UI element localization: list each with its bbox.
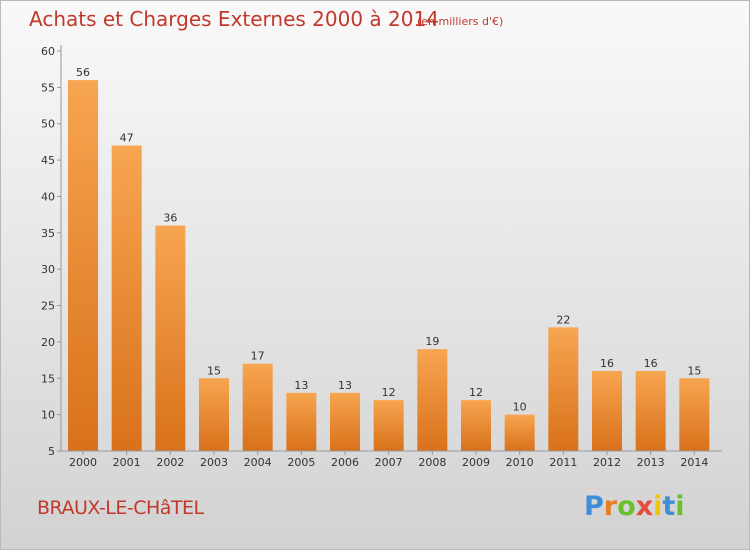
bars: 56 47 36 15 17 13 13 12 19 12 10 22 16 16 15 <box>68 66 710 451</box>
x-tick-label: 2000 <box>69 456 97 469</box>
data-label: 10 <box>513 401 527 414</box>
chart-subtitle: (en milliers d'€) <box>417 15 504 28</box>
x-tick-label: 2002 <box>156 456 184 469</box>
y-tick-label: 25 <box>41 300 55 313</box>
x-axis: 2000 2001 2002 2003 2004 2005 2006 2007 2008 2009… <box>61 450 722 469</box>
y-tick-label: 55 <box>41 81 55 94</box>
data-label: 13 <box>338 379 352 392</box>
commune-name: BRAUX-LE-CHâTEL <box>37 497 204 519</box>
data-label: 47 <box>120 132 134 145</box>
y-tick-label: 5 <box>48 445 55 458</box>
bar <box>504 414 535 451</box>
data-label: 17 <box>251 350 265 363</box>
data-label: 19 <box>425 335 439 348</box>
y-tick-label: 40 <box>41 190 55 203</box>
bar <box>373 400 404 451</box>
bar <box>242 363 273 451</box>
x-tick-label: 2008 <box>418 456 446 469</box>
x-tick-label: 2007 <box>375 456 403 469</box>
data-label: 15 <box>207 364 221 377</box>
proxiti-logo[interactable]: Proxiti <box>584 491 685 522</box>
bar <box>286 392 317 451</box>
bar <box>417 349 448 451</box>
x-tick-label: 2009 <box>462 456 490 469</box>
y-tick-label: 45 <box>41 154 55 167</box>
data-label: 15 <box>687 364 701 377</box>
bar <box>548 327 579 451</box>
bar <box>592 371 622 451</box>
bar <box>635 371 666 451</box>
data-label: 13 <box>294 379 308 392</box>
y-tick-label: 35 <box>41 227 55 240</box>
chart-title: Achats et Charges Externes 2000 à 2014 <box>29 7 439 31</box>
bar <box>330 392 360 451</box>
y-tick-label: 20 <box>41 336 55 349</box>
x-tick-label: 2006 <box>331 456 359 469</box>
data-label: 16 <box>600 357 614 370</box>
bar <box>199 378 229 451</box>
x-tick-label: 2014 <box>680 456 708 469</box>
bar <box>68 80 98 451</box>
data-label: 22 <box>556 313 570 326</box>
x-tick-label: 2003 <box>200 456 228 469</box>
x-tick-label: 2011 <box>549 456 577 469</box>
y-tick-label: 60 <box>41 45 55 58</box>
y-tick-label: 50 <box>41 118 55 131</box>
bar <box>155 225 186 451</box>
bar <box>461 400 491 451</box>
bar <box>679 378 710 451</box>
bar <box>111 145 142 451</box>
data-label: 56 <box>76 66 90 79</box>
x-tick-label: 2010 <box>506 456 534 469</box>
y-tick-label: 15 <box>41 372 55 385</box>
x-tick-label: 2012 <box>593 456 621 469</box>
y-tick-label: 10 <box>41 409 55 422</box>
y-tick-label: 30 <box>41 263 55 276</box>
x-tick-label: 2001 <box>113 456 141 469</box>
data-label: 12 <box>469 386 483 399</box>
x-tick-label: 2004 <box>244 456 272 469</box>
x-tick-label: 2005 <box>287 456 315 469</box>
data-label: 12 <box>382 386 396 399</box>
data-label: 36 <box>163 212 177 225</box>
y-axis: 5 10 15 20 25 30 35 40 45 50 55 60 <box>41 45 62 458</box>
data-label: 16 <box>644 357 658 370</box>
x-tick-label: 2013 <box>637 456 665 469</box>
